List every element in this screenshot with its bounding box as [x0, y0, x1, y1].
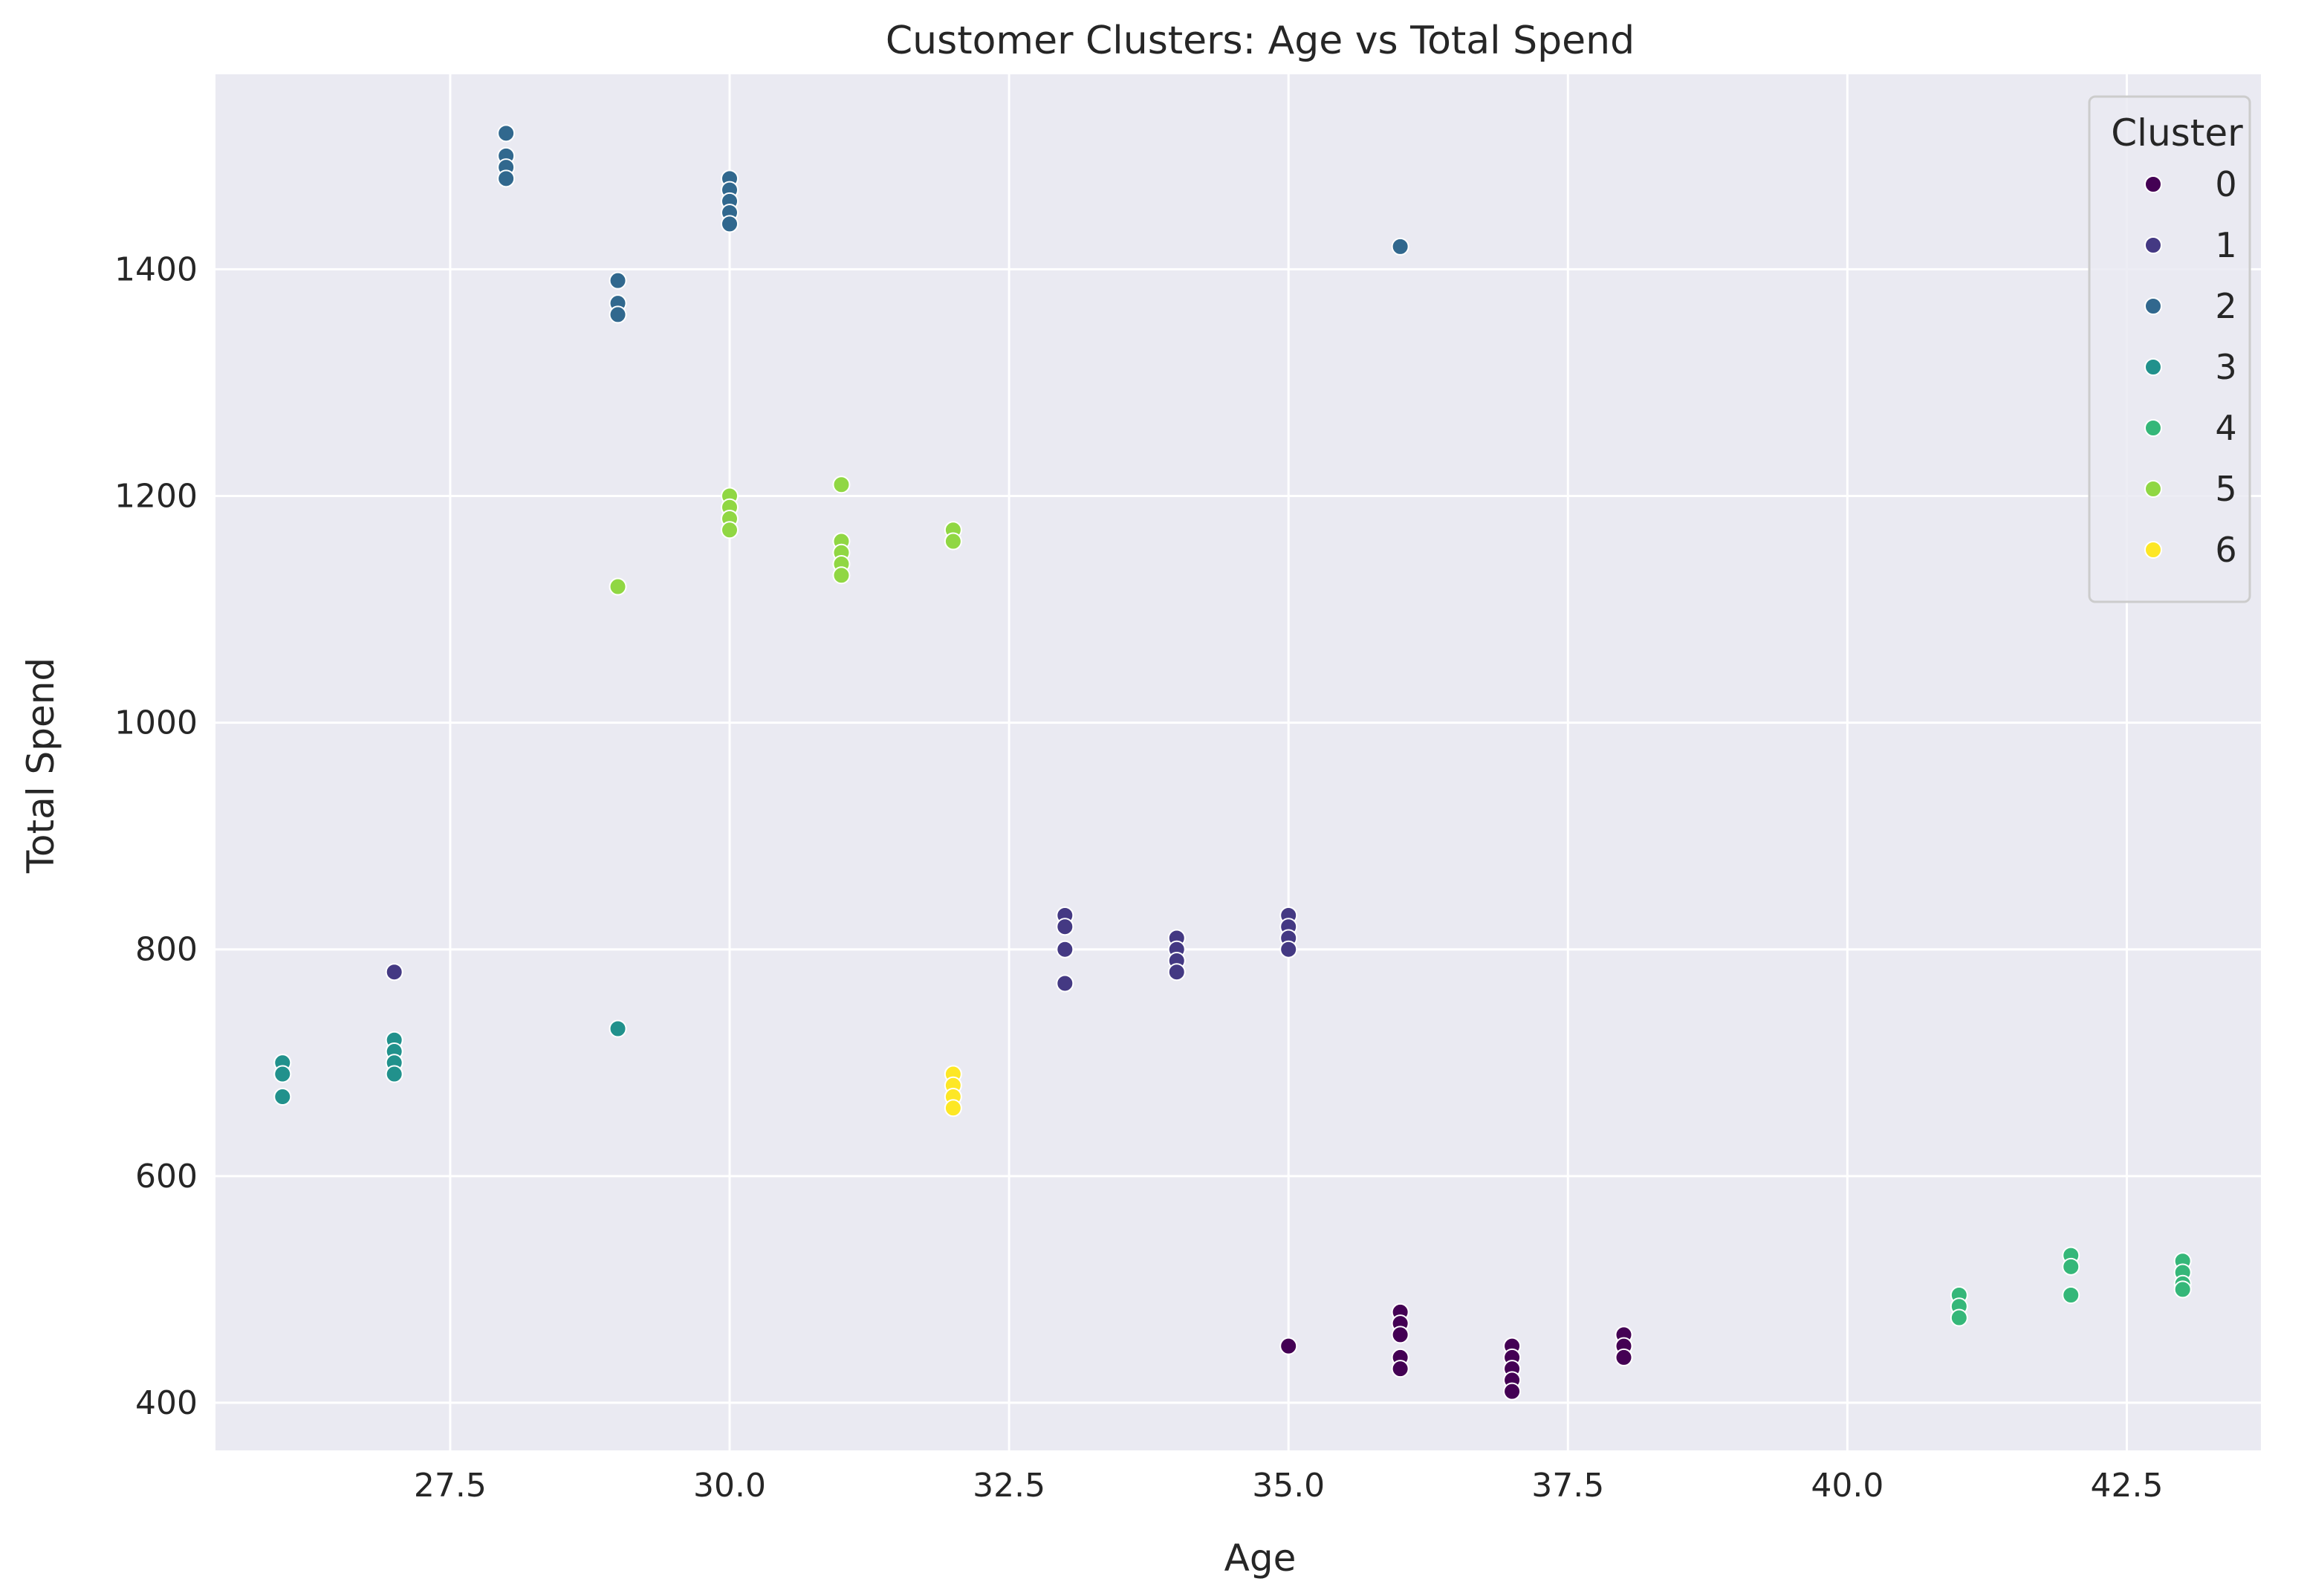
data-points — [273, 124, 2192, 1401]
data-point — [1279, 1337, 1298, 1355]
legend: Cluster 0 1 2 3 4 5 6 — [2088, 95, 2251, 603]
y-tick-label: 1000 — [114, 704, 198, 742]
data-point — [1279, 940, 1298, 958]
data-point — [273, 1065, 292, 1083]
series-cluster-4 — [1950, 1246, 2192, 1327]
data-point — [832, 476, 851, 494]
legend-marker — [2144, 419, 2162, 437]
y-tick-label: 600 — [135, 1158, 198, 1196]
data-point — [2062, 1257, 2080, 1276]
x-axis-title: Age — [1224, 1537, 1297, 1580]
legend-items: 0 1 2 3 4 5 6 — [2144, 164, 2237, 570]
legend-item: 1 — [2144, 225, 2237, 265]
data-point — [1615, 1348, 1633, 1366]
data-point — [1391, 237, 1409, 256]
series-cluster-1 — [385, 906, 1298, 993]
legend-label: 1 — [2215, 225, 2236, 265]
data-point — [1167, 963, 1186, 982]
series-cluster-0 — [1279, 1303, 1633, 1401]
data-point — [1391, 1326, 1409, 1344]
legend-title: Cluster — [2111, 111, 2243, 155]
legend-marker — [2144, 480, 2162, 498]
data-point — [1056, 918, 1074, 936]
y-axis-title: Total Spend — [19, 658, 62, 874]
data-point — [944, 532, 962, 551]
legend-item: 3 — [2144, 347, 2237, 387]
x-tick-label: 40.0 — [1811, 1467, 1883, 1505]
data-point — [2062, 1286, 2080, 1305]
y-tick-label: 800 — [135, 931, 198, 969]
data-point — [1503, 1382, 1522, 1401]
y-axis-ticks: 400 600 800 1000 1200 1400 — [114, 250, 198, 1422]
data-point — [1391, 1360, 1409, 1378]
series-cluster-2 — [497, 124, 1409, 324]
legend-box — [2088, 95, 2251, 603]
data-point — [944, 1099, 962, 1117]
chart-title: Customer Clusters: Age vs Total Spend — [886, 19, 1635, 63]
data-point — [497, 124, 516, 143]
legend-label: 6 — [2215, 530, 2236, 570]
data-point — [1950, 1308, 1968, 1327]
x-tick-label: 30.0 — [693, 1467, 766, 1505]
y-tick-label: 1400 — [114, 250, 198, 288]
data-point — [385, 963, 403, 982]
legend-label: 0 — [2215, 164, 2236, 204]
x-tick-label: 42.5 — [2090, 1467, 2163, 1505]
legend-item: 0 — [2144, 164, 2237, 204]
data-point — [2173, 1280, 2192, 1299]
data-point — [1056, 974, 1074, 993]
data-point — [1056, 940, 1074, 958]
data-point — [721, 521, 739, 539]
legend-marker — [2144, 175, 2162, 193]
y-tick-label: 400 — [135, 1384, 198, 1422]
x-tick-label: 35.0 — [1252, 1467, 1325, 1505]
x-tick-label: 32.5 — [973, 1467, 1045, 1505]
legend-item: 2 — [2144, 286, 2237, 326]
legend-label: 2 — [2215, 286, 2236, 326]
x-tick-label: 37.5 — [1531, 1467, 1604, 1505]
legend-label: 5 — [2215, 469, 2236, 509]
legend-item: 4 — [2144, 408, 2237, 448]
y-tick-label: 1200 — [114, 477, 198, 515]
series-cluster-3 — [273, 1019, 627, 1106]
legend-label: 3 — [2215, 347, 2236, 387]
data-point — [273, 1088, 292, 1106]
plot-area-background — [215, 74, 2261, 1450]
data-point — [609, 271, 627, 290]
legend-marker — [2144, 236, 2162, 254]
legend-marker — [2144, 297, 2162, 315]
series-cluster-6 — [944, 1065, 962, 1117]
data-point — [832, 566, 851, 585]
data-point — [609, 305, 627, 324]
legend-item: 6 — [2144, 530, 2237, 570]
legend-item: 5 — [2144, 469, 2237, 509]
x-axis-ticks: 27.5 30.0 32.5 35.0 37.5 40.0 42.5 — [414, 1467, 2164, 1505]
grid-lines — [215, 74, 2261, 1450]
data-point — [385, 1065, 403, 1083]
data-point — [497, 169, 516, 188]
legend-marker — [2144, 358, 2162, 376]
series-cluster-5 — [609, 476, 962, 596]
legend-label: 4 — [2215, 408, 2236, 448]
x-tick-label: 27.5 — [414, 1467, 487, 1505]
legend-marker — [2144, 541, 2162, 559]
data-point — [721, 215, 739, 233]
data-point — [609, 577, 627, 596]
data-point — [609, 1019, 627, 1038]
